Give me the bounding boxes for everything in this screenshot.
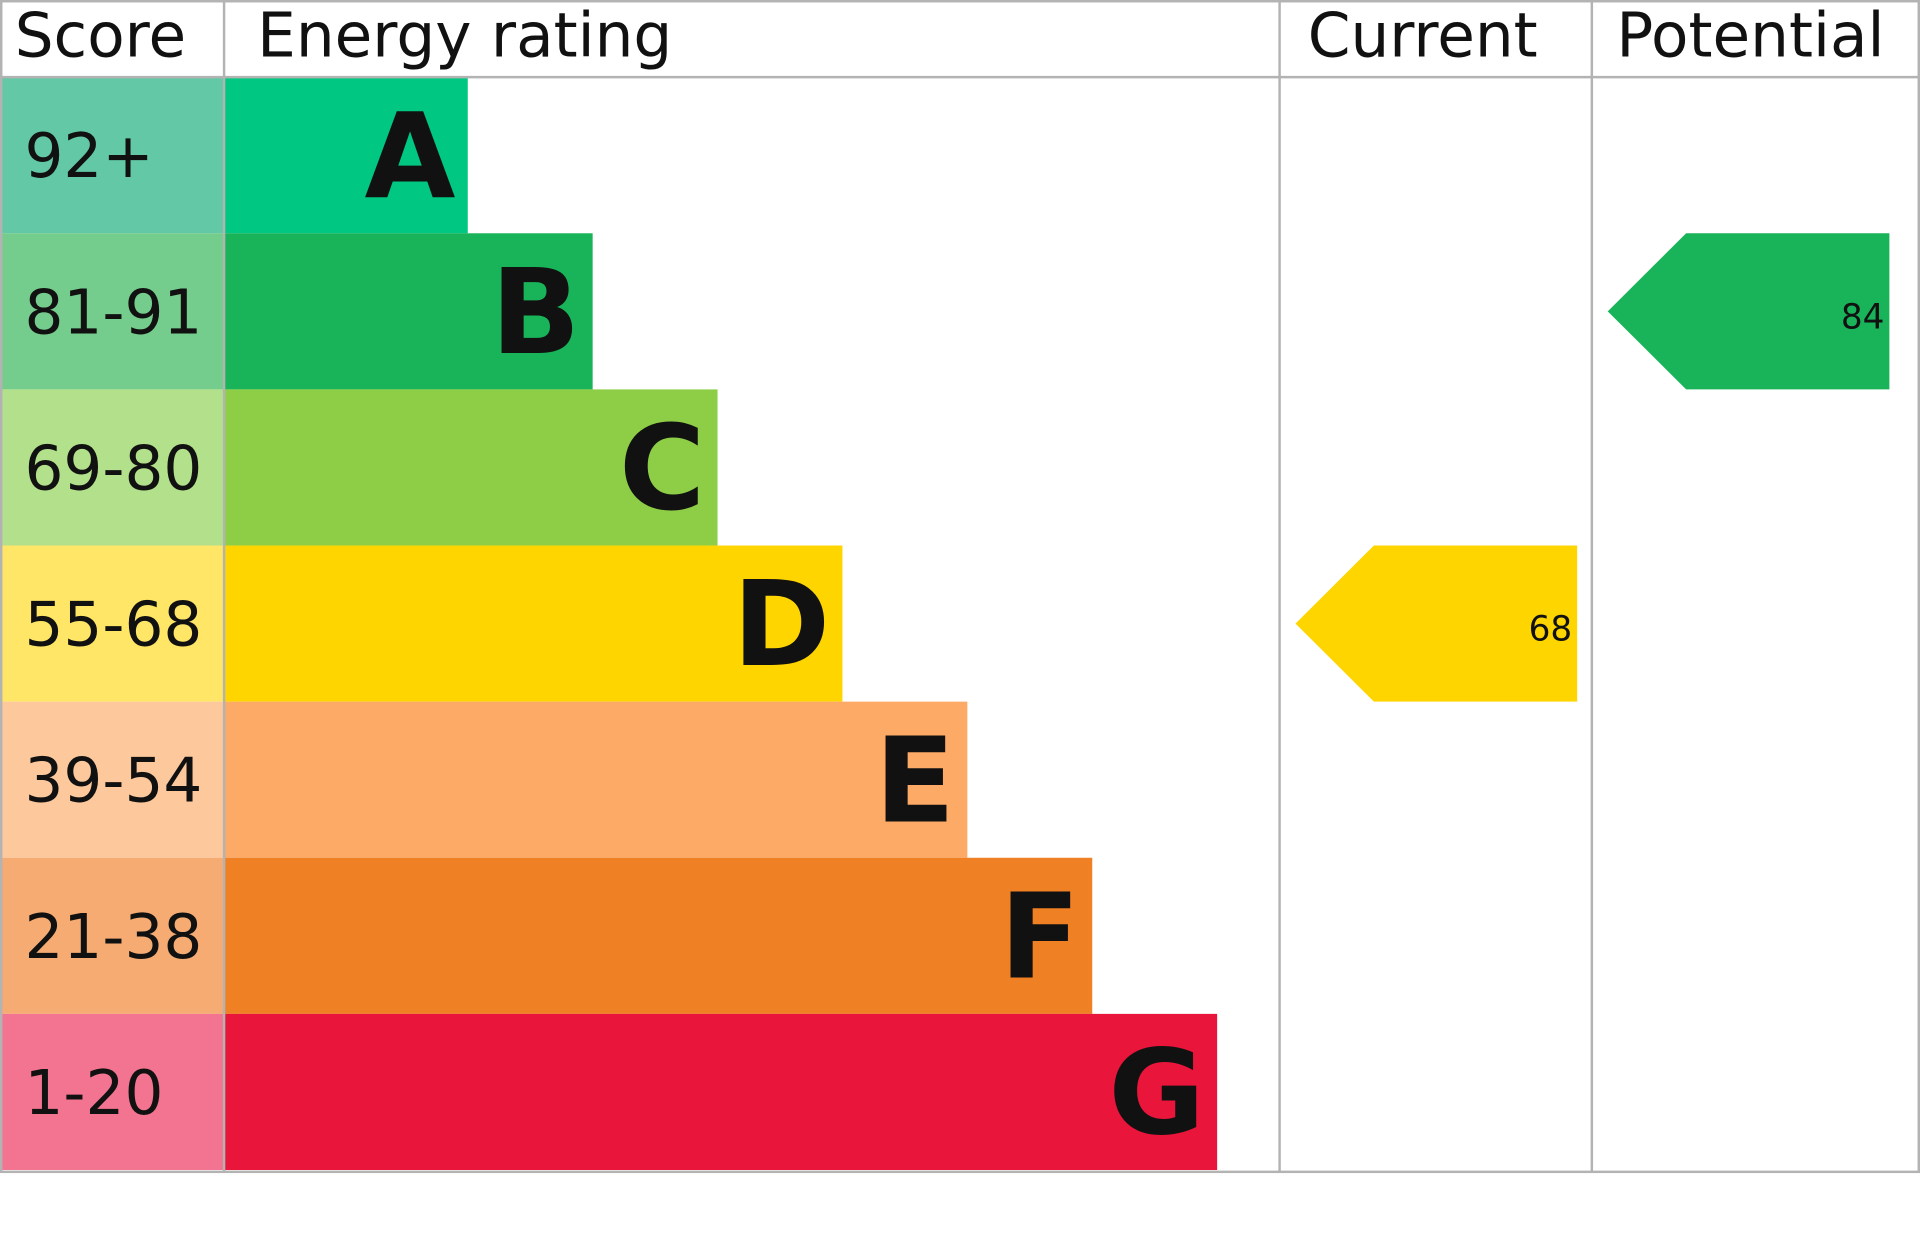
rating-letter: C bbox=[619, 400, 705, 537]
score-cell bbox=[0, 701, 225, 858]
band-d: 55-68 D bbox=[0, 545, 843, 702]
rating-letter: F bbox=[1000, 868, 1080, 1005]
score-range-label: 1-20 bbox=[24, 1058, 163, 1129]
score-range-label: 81-91 bbox=[24, 277, 202, 348]
current-arrow-shape bbox=[1295, 545, 1578, 702]
score-cell bbox=[0, 389, 225, 546]
band-c: 69-80 C bbox=[0, 389, 718, 546]
header-potential: Potential bbox=[1616, 0, 1884, 71]
score-cell bbox=[0, 77, 225, 234]
band-e: 39-54 E bbox=[0, 701, 968, 858]
rating-bar bbox=[224, 389, 718, 546]
band-b: 81-91 B bbox=[0, 233, 593, 390]
potential-arrow-shape bbox=[1607, 233, 1890, 390]
score-range-label: 21-38 bbox=[24, 902, 202, 973]
score-range-label: 55-68 bbox=[24, 590, 202, 661]
header-energy-rating: Energy rating bbox=[257, 0, 672, 71]
score-cell bbox=[0, 233, 225, 390]
potential-value: 84 bbox=[1841, 297, 1885, 337]
potential-rating-arrow: 84 bbox=[1607, 233, 1890, 390]
score-cell bbox=[0, 1013, 225, 1171]
rating-letter: G bbox=[1108, 1025, 1204, 1162]
rating-bar bbox=[224, 1013, 1218, 1171]
rating-bar bbox=[224, 857, 1093, 1014]
rating-bar bbox=[224, 545, 843, 702]
header-current: Current bbox=[1308, 0, 1538, 71]
rating-letter: E bbox=[875, 712, 955, 849]
rating-bar bbox=[224, 233, 593, 390]
band-f: 21-38 F bbox=[0, 857, 1093, 1014]
header-score: Score bbox=[15, 0, 186, 71]
rating-bar bbox=[224, 77, 468, 234]
grid-lines bbox=[0, 0, 1920, 1174]
rating-letter: A bbox=[365, 88, 456, 225]
band-g: 1-20 G bbox=[0, 1013, 1218, 1171]
current-rating-arrow: 68 bbox=[1295, 545, 1578, 702]
score-range-label: 92+ bbox=[24, 121, 153, 192]
score-cell bbox=[0, 857, 225, 1014]
frame bbox=[0, 0, 1920, 1174]
band-a: 92+ A bbox=[0, 77, 468, 234]
rating-bar bbox=[224, 701, 968, 858]
current-value: 68 bbox=[1529, 610, 1573, 650]
rating-letter: B bbox=[491, 244, 581, 381]
score-range-label: 39-54 bbox=[24, 746, 202, 817]
score-cell bbox=[0, 545, 225, 702]
score-range-label: 69-80 bbox=[24, 434, 202, 505]
rating-letter: D bbox=[733, 556, 831, 693]
